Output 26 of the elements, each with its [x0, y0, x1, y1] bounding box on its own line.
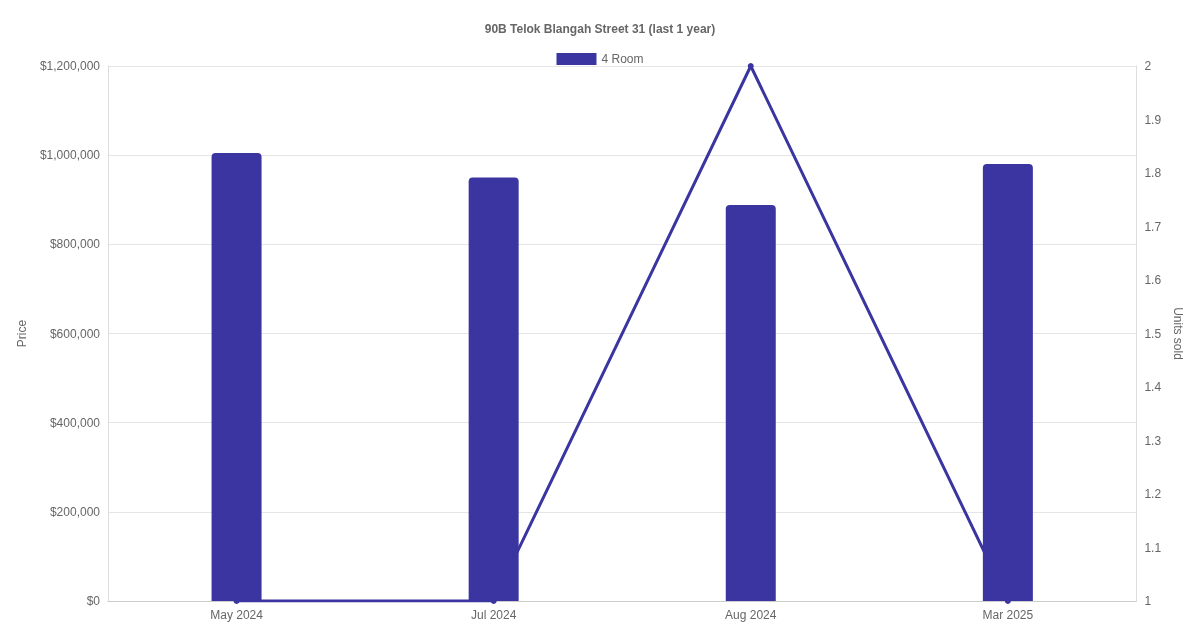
y2-tick-label: 1.1 [1144, 540, 1162, 555]
y-tick-label: $800,000 [49, 237, 101, 252]
y2-tick-label: 2 [1144, 59, 1152, 73]
y-tick-label: $200,000 [49, 504, 101, 519]
y2-tick-label: 1.7 [1144, 219, 1162, 234]
y2-tick-label: 1.3 [1144, 433, 1162, 448]
y2-axis-title: Units sold [1171, 307, 1185, 360]
y2-tick-label: 1.5 [1144, 326, 1162, 341]
x-tick-label: Aug 2024 [725, 608, 777, 622]
y-tick-label: $1,200,000 [39, 59, 101, 73]
y2-tick-label: 1.6 [1144, 273, 1162, 287]
y-axis-title: Price [15, 319, 29, 348]
legend-label: 4 Room [601, 52, 644, 66]
x-tick-label: May 2024 [210, 608, 264, 622]
y-tick-label: $1,000,000 [39, 148, 101, 163]
y2-tick-label: 1.9 [1144, 112, 1162, 127]
y2-tick-label: 1 [1144, 594, 1152, 608]
y-tick-label: $0 [86, 594, 101, 608]
y-tick-label: $400,000 [49, 415, 101, 430]
x-tick-label: Jul 2024 [470, 608, 517, 622]
y2-tick-label: 1.8 [1144, 166, 1162, 180]
chart-title: 90B Telok Blangah Street 31 (last 1 year) [484, 22, 716, 36]
x-tick-label: Mar 2025 [982, 608, 1034, 622]
y2-tick-label: 1.4 [1144, 380, 1162, 394]
y2-tick-label: 1.2 [1144, 487, 1162, 501]
y-tick-label: $600,000 [49, 326, 101, 341]
